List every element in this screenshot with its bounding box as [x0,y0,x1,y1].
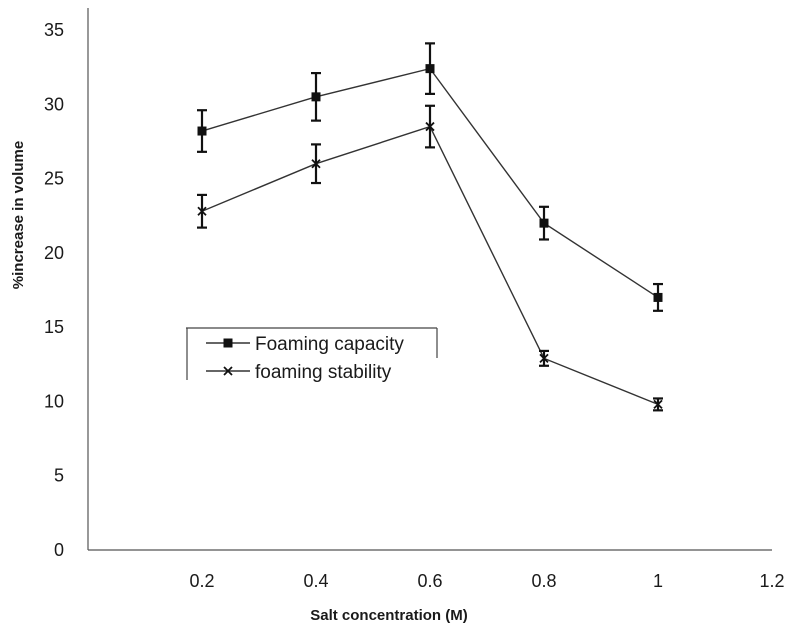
marker-x-stroke [223,366,233,376]
y-tick-label: 30 [44,94,64,114]
data-point [425,121,435,132]
y-tick-label: 25 [44,169,64,189]
marker-x-stroke [539,353,549,363]
y-tick-label: 0 [54,540,64,560]
y-tick-label: 35 [44,20,64,40]
data-point [197,126,207,136]
legend-marker [223,366,233,376]
legend-label: foaming stability [255,362,392,383]
y-tick-label: 5 [54,466,64,486]
series-foaming-capacity [197,42,663,312]
marker-x-stroke [197,206,207,216]
x-tick-label: 0.4 [303,571,328,591]
legend-item-foaming-stability: foaming stability [206,362,392,383]
x-tick-label: 0.2 [189,571,214,591]
data-point [539,353,549,363]
data-point [425,64,435,74]
data-point [653,292,663,302]
marker-x-stroke [653,399,663,410]
plot-area [197,42,663,412]
x-tick-labels: 0.2 0.4 0.6 0.8 1 1.2 [189,571,784,591]
marker-x-stroke [425,121,435,132]
x-axis-title: Salt concentration (M) [310,607,468,624]
y-tick-label: 15 [44,317,64,337]
series-foaming-stability [197,104,663,412]
legend-item-foaming-capacity: Foaming capacity [206,334,404,355]
x-tick-label: 0.8 [531,571,556,591]
x-tick-label: 1 [653,571,663,591]
data-point [653,399,663,410]
legend: Foaming capacity foaming stability [186,327,438,383]
data-point [539,218,549,228]
axes [87,8,772,551]
x-tick-label: 0.6 [417,571,442,591]
legend-marker [223,338,233,348]
legend-label: Foaming capacity [255,334,404,355]
y-tick-label: 20 [44,243,64,263]
data-point [311,159,321,169]
y-tick-labels: 0 5 10 15 20 25 30 35 [44,20,64,560]
y-tick-label: 10 [44,391,64,411]
x-tick-label: 1.2 [759,571,784,591]
y-axis-title: %increase in volume [10,141,27,289]
data-point [197,206,207,216]
data-point [311,92,321,102]
marker-x-stroke [311,159,321,169]
